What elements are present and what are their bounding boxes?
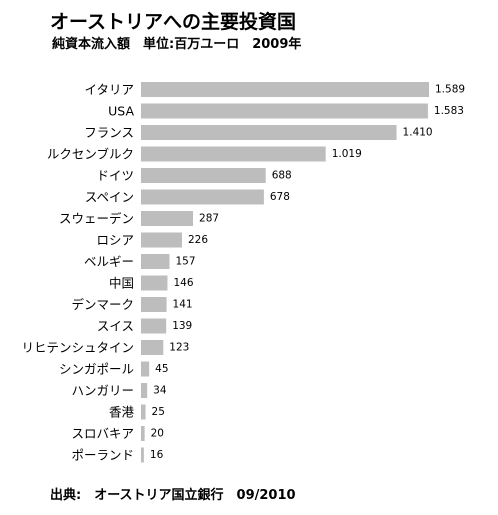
value-label: 25 (152, 406, 165, 418)
category-label: シンガポール (59, 362, 134, 377)
value-label: 16 (150, 449, 164, 461)
bar (141, 168, 266, 183)
value-label: 678 (270, 191, 290, 203)
value-label: 146 (173, 277, 193, 289)
chart-subtitle: 純資本流入額 単位:百万ユーロ 2009年 (52, 37, 302, 52)
category-label: イタリア (84, 82, 134, 97)
category-label: USA (108, 104, 134, 119)
category-label: 香港 (109, 405, 135, 420)
category-label: ルクセンブルク (47, 147, 134, 162)
category-label: ハンガリー (71, 383, 134, 398)
bar (141, 426, 145, 441)
category-label: スペイン (85, 190, 134, 205)
bar (141, 254, 170, 269)
category-label: ベルギー (84, 254, 134, 269)
bar (141, 404, 146, 420)
category-label: フランス (84, 125, 134, 140)
value-label: 1.410 (403, 127, 433, 139)
bar (141, 383, 148, 398)
value-label: 1.589 (435, 84, 465, 96)
value-label: 34 (153, 385, 167, 397)
value-label: 141 (173, 299, 193, 311)
category-label: ドイツ (96, 168, 134, 183)
chart-title: オーストリアへの主要投資国 (50, 11, 297, 33)
value-label: 45 (155, 363, 168, 375)
bar (141, 447, 144, 463)
source-note: 出典: オーストリア国立銀行 09/2010 (50, 488, 296, 503)
value-label: 287 (199, 213, 219, 225)
value-label: 157 (175, 256, 195, 268)
category-label: スウェーデン (59, 211, 134, 226)
value-label: 1.019 (332, 148, 362, 160)
bar (141, 211, 194, 226)
bar (141, 297, 167, 312)
category-label: スイス (97, 319, 134, 334)
bar (141, 232, 182, 248)
bar (141, 340, 164, 355)
bar (141, 146, 326, 162)
value-label: 20 (151, 428, 164, 440)
category-label: 中国 (109, 276, 134, 291)
bar (141, 189, 264, 205)
bar (141, 82, 429, 97)
category-label: スロバキア (71, 426, 134, 441)
value-label: 1.583 (434, 105, 464, 117)
category-label: ポーランド (71, 448, 134, 463)
category-label: ロシア (96, 233, 134, 248)
bar (141, 103, 428, 119)
category-label: デンマーク (71, 297, 134, 312)
value-label: 139 (172, 320, 192, 332)
bar (141, 318, 167, 334)
bar (141, 125, 397, 140)
category-label: リヒテンシュタイン (21, 340, 134, 355)
bar (141, 361, 150, 377)
value-label: 123 (169, 342, 189, 354)
value-label: 688 (272, 170, 292, 182)
value-label: 226 (188, 234, 208, 246)
bar (141, 275, 168, 291)
